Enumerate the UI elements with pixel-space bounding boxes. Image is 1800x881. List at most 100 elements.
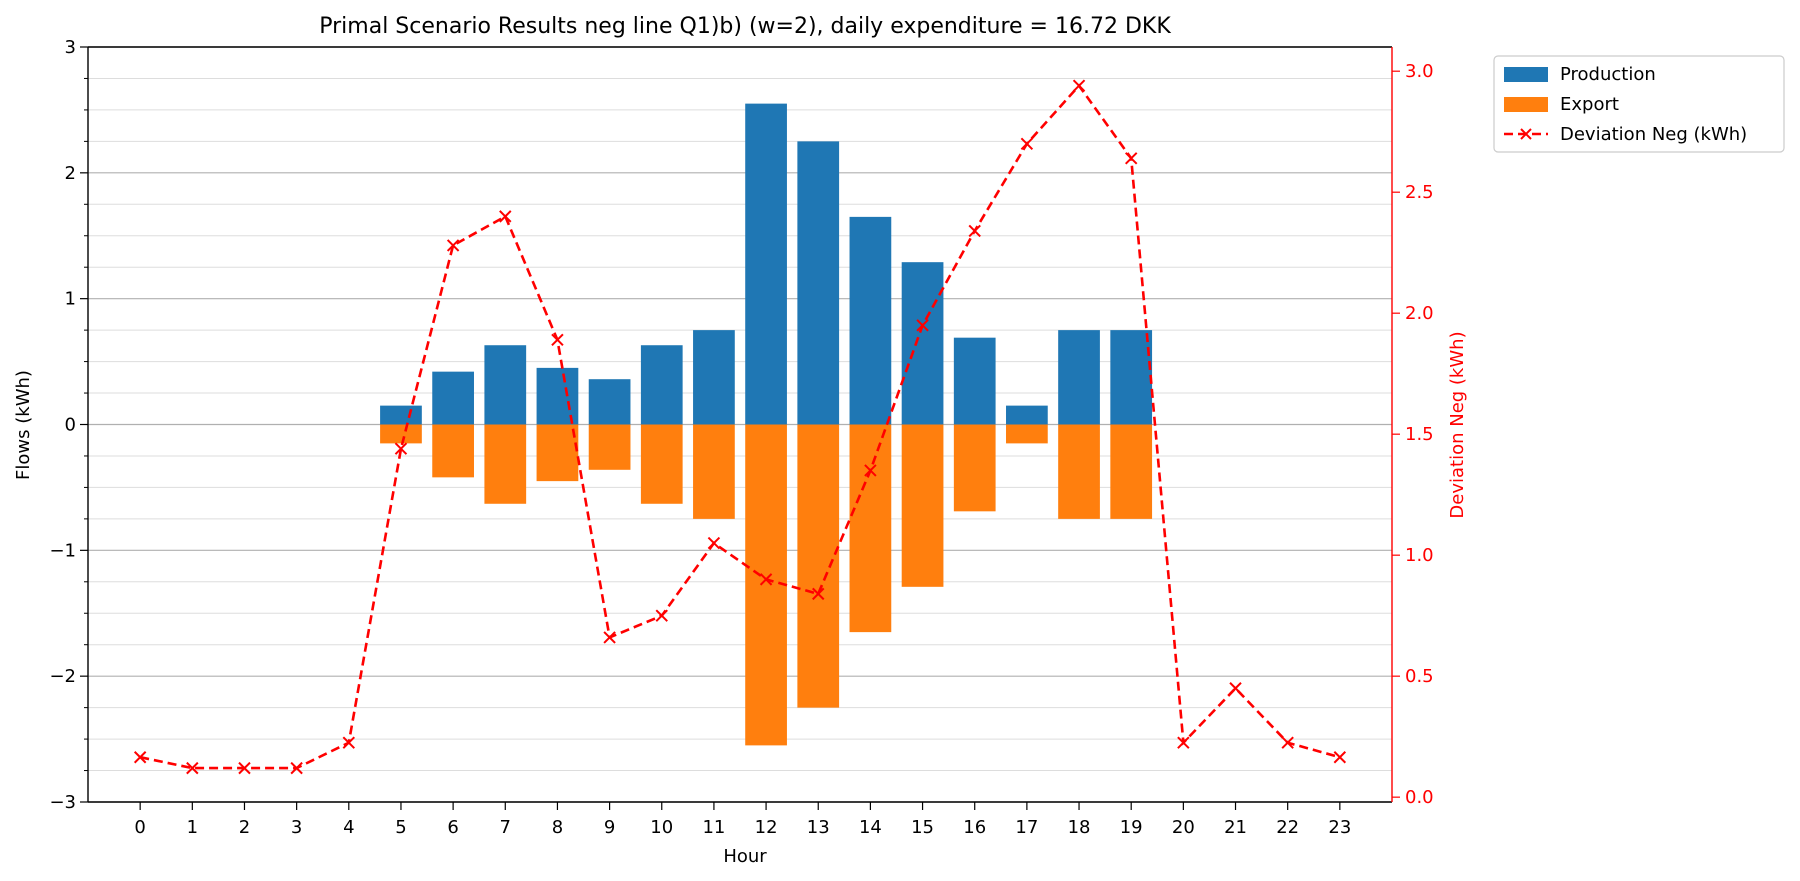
- deviation-point-12: [759, 573, 773, 586]
- x-tick-label: 14: [859, 817, 882, 838]
- deviation-point-19: [1124, 152, 1138, 165]
- bar-production-13: [797, 141, 840, 425]
- y2-tick-label: 2.0: [1405, 303, 1434, 324]
- deviation-point-14: [864, 464, 877, 477]
- x-tick-label: 4: [343, 817, 354, 838]
- bar-export-15: [901, 424, 944, 587]
- x-tick-label: 15: [911, 817, 934, 838]
- bar-production-5: [380, 405, 422, 425]
- y-tick-label: −3: [49, 792, 76, 813]
- bar-production-17: [1006, 405, 1048, 425]
- deviation-point-18: [1072, 79, 1086, 92]
- bar-export-12: [745, 424, 787, 746]
- legend-label: Deviation Neg (kWh): [1560, 124, 1747, 145]
- bar-production-10: [640, 345, 683, 425]
- deviation-point-0: [133, 751, 147, 764]
- bar-production-7: [484, 345, 527, 425]
- y-tick-label: −1: [49, 540, 76, 561]
- legend: Production Export Deviation Neg (kWh): [1493, 55, 1785, 153]
- legend-swatch: [1504, 67, 1548, 82]
- legend-item-deviation-neg-kwh-: Deviation Neg (kWh): [1504, 124, 1747, 145]
- y-tick-label: 1: [65, 289, 76, 310]
- x-tick-label: 10: [650, 817, 673, 838]
- bar-production-9: [588, 379, 631, 425]
- deviation-point-13: [812, 587, 825, 601]
- x-tick-label: 13: [807, 817, 830, 838]
- bar-export-14: [849, 424, 892, 633]
- y2-tick-label: 1.5: [1405, 424, 1434, 445]
- bar-export-7: [484, 424, 527, 504]
- legend-label: Export: [1560, 94, 1619, 115]
- deviation-point-22: [1281, 736, 1294, 749]
- y-tick-label: 0: [65, 415, 76, 436]
- bar-export-13: [797, 424, 840, 708]
- bar-export-18: [1058, 424, 1100, 519]
- chart-title: Primal Scenario Results neg line Q1)b) (…: [319, 14, 1171, 39]
- x-tick-label: 11: [702, 817, 725, 838]
- bar-production-6: [432, 371, 474, 425]
- deviation-point-7: [499, 210, 512, 223]
- bar-export-16: [953, 424, 996, 512]
- bar-export-10: [640, 424, 683, 504]
- deviation-point-4: [342, 736, 356, 749]
- x-axis-label: Hour: [723, 846, 767, 867]
- x-tick-label: 0: [134, 817, 145, 838]
- x-tick-label: 12: [755, 817, 778, 838]
- deviation-point-10: [655, 609, 668, 622]
- bar-export-19: [1110, 424, 1153, 519]
- x-tick-label: 7: [500, 817, 511, 838]
- deviation-line: [139, 83, 1341, 770]
- x-tick-label: 21: [1224, 817, 1247, 838]
- bar-export-11: [693, 424, 735, 519]
- x-tick-label: 22: [1276, 817, 1299, 838]
- bar-production-15: [901, 262, 944, 425]
- deviation-point-11: [707, 536, 721, 550]
- legend-swatch: [1504, 97, 1548, 112]
- legend-label: Production: [1560, 64, 1656, 85]
- y-axis-label: Flows (kWh): [13, 370, 34, 480]
- x-tick-label: 20: [1172, 817, 1195, 838]
- y2-tick-label: 2.5: [1405, 182, 1434, 203]
- legend-item-export: Export: [1504, 94, 1619, 115]
- deviation-point-5: [394, 442, 408, 455]
- line-layer: [133, 79, 1347, 775]
- bar-production-12: [745, 103, 787, 425]
- x-tick-label: 18: [1068, 817, 1091, 838]
- bar-production-16: [953, 337, 996, 425]
- x-tick-label: 2: [239, 817, 250, 838]
- legend-item-production: Production: [1504, 64, 1656, 85]
- deviation-point-21: [1229, 682, 1242, 695]
- bar-production-11: [693, 330, 735, 425]
- bar-export-6: [432, 424, 474, 478]
- grid-layer: [88, 46, 1392, 803]
- x-tick-label: 3: [291, 817, 302, 838]
- bar-export-17: [1006, 424, 1048, 444]
- y2-tick-label: 0.0: [1405, 787, 1434, 808]
- x-tick-label: 23: [1328, 817, 1351, 838]
- deviation-point-6: [446, 239, 460, 252]
- x-tick-label: 19: [1120, 817, 1143, 838]
- x-tick-label: 16: [963, 817, 986, 838]
- deviation-point-20: [1177, 736, 1190, 749]
- bar-export-5: [380, 424, 422, 444]
- deviation-point-1: [186, 761, 199, 775]
- bar-production-18: [1058, 330, 1100, 425]
- x-tick-label: 6: [447, 817, 458, 838]
- deviation-point-17: [1020, 137, 1034, 151]
- bars-layer: [380, 103, 1153, 746]
- deviation-point-3: [290, 761, 303, 775]
- y2-tick-label: 1.0: [1405, 545, 1434, 566]
- deviation-point-16: [968, 224, 981, 238]
- bar-export-9: [588, 424, 631, 470]
- bar-production-19: [1110, 330, 1153, 425]
- x-tick-label: 9: [604, 817, 615, 838]
- deviation-point-15: [916, 319, 929, 332]
- y-tick-label: 2: [65, 163, 76, 184]
- x-tick-label: 1: [187, 817, 198, 838]
- y-tick-label: 3: [65, 37, 76, 58]
- bar-production-14: [849, 216, 892, 425]
- deviation-point-2: [238, 761, 251, 775]
- deviation-point-23: [1333, 751, 1347, 764]
